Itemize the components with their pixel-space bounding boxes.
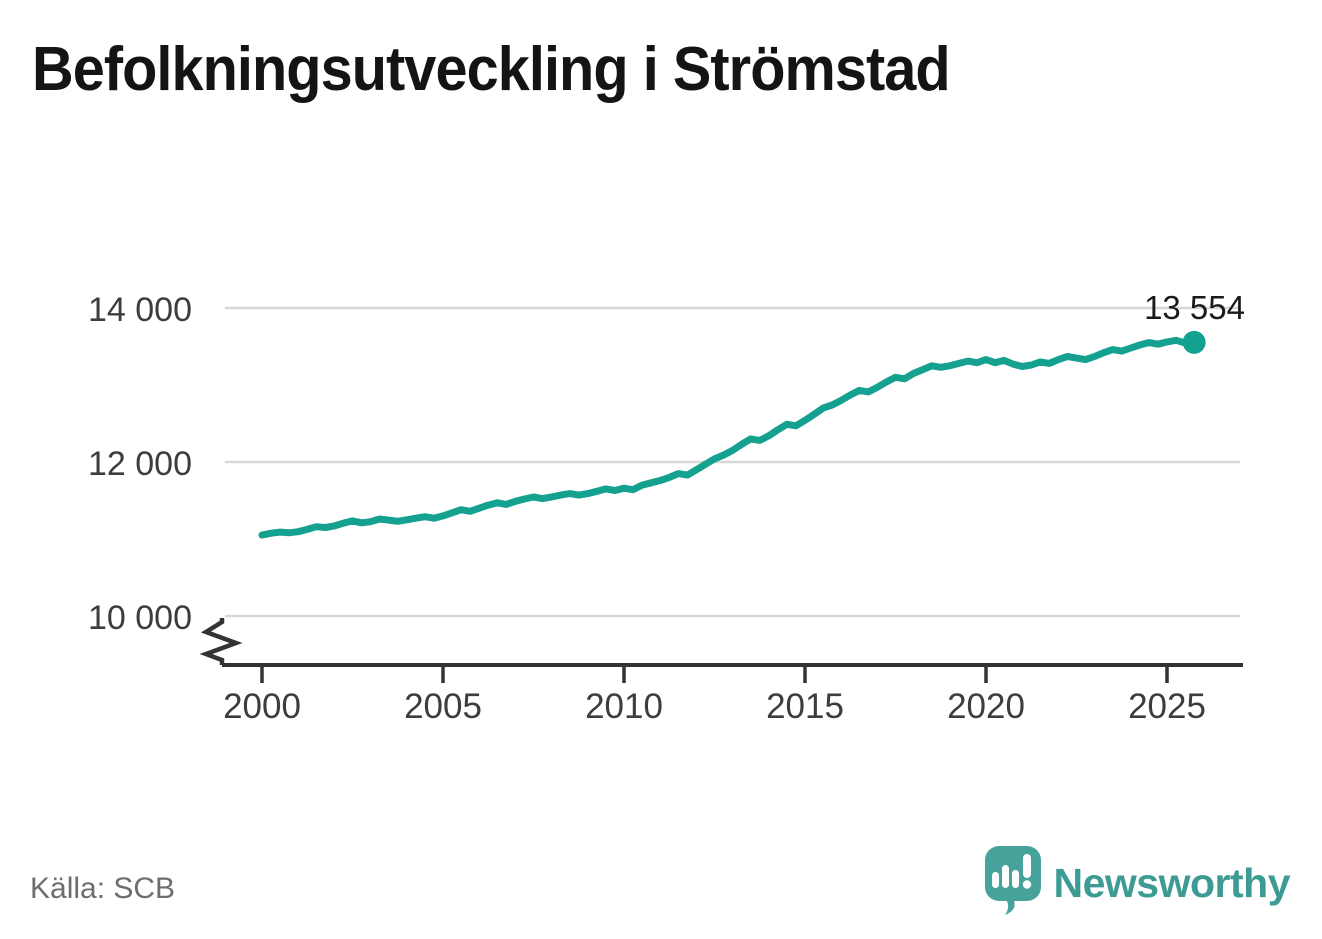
- brand-logo: Newsworthy: [984, 846, 1291, 920]
- newsworthy-mark-icon: [984, 846, 1041, 915]
- x-axis-tick-label: 2005: [404, 687, 482, 726]
- x-axis-tick-label: 2025: [1128, 687, 1206, 726]
- brand-name: Newsworthy: [1053, 859, 1291, 906]
- x-axis-tick-label: 2015: [766, 687, 844, 726]
- x-axis-tick-label: 2020: [947, 687, 1025, 726]
- y-axis-tick-label: 14 000: [88, 291, 192, 329]
- chart-title: Befolkningsutveckling i Strömstad: [32, 35, 951, 104]
- population-line: [258, 336, 1198, 539]
- y-axis-break-zigzag: [199, 618, 243, 665]
- y-axis-tick-label: 10 000: [88, 599, 192, 637]
- source-note: Källa: SCB: [30, 872, 176, 905]
- last-value-dot: [1182, 330, 1206, 354]
- y-axis-tick-label: 12 000: [88, 445, 192, 483]
- last-value-label: 13 554: [1144, 289, 1245, 326]
- data-series-line: [258, 330, 1206, 539]
- x-axis-tick-label: 2000: [223, 687, 301, 726]
- x-axis-tick-label: 2010: [585, 687, 663, 726]
- gridlines: [225, 306, 1240, 618]
- axes: [199, 618, 1243, 683]
